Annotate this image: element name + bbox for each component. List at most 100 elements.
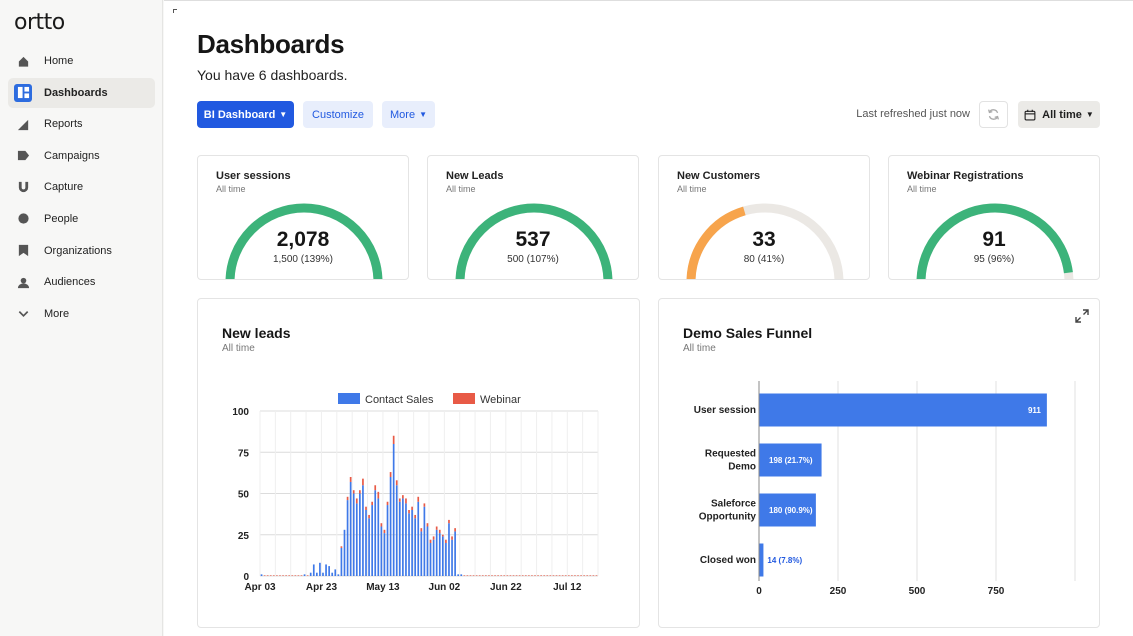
- more-button[interactable]: More ▼: [382, 101, 435, 128]
- funnel-category-label: Demo: [728, 462, 756, 473]
- sidebar-item-label: More: [44, 307, 70, 320]
- bar-webinar: [426, 523, 429, 527]
- bar-contact-sales: [417, 501, 420, 576]
- bar-contact-sales: [448, 523, 450, 576]
- kpi-value: 91: [982, 228, 1006, 251]
- bar-contact-sales: [457, 574, 460, 576]
- legend-swatch: [453, 393, 475, 404]
- kpi-target: 500 (107%): [507, 254, 559, 265]
- bar-empty: [279, 575, 281, 576]
- funnel-panel[interactable]: Demo Sales Funnel All time 0 250 500 750 911…: [658, 298, 1100, 628]
- bar-webinar: [429, 539, 432, 543]
- new-leads-chart: Contact Sales Webinar 0 25 50 75 100 Apr 03 Apr …: [232, 393, 599, 593]
- bar-empty: [577, 575, 579, 576]
- time-range-label: All time: [1042, 108, 1082, 121]
- kpi-card[interactable]: Webinar Registrations All time 91 95 (96%): [888, 155, 1100, 280]
- bar-webinar: [362, 478, 364, 486]
- bar-contact-sales: [377, 498, 380, 576]
- bar-contact-sales: [260, 574, 263, 576]
- kpi-card[interactable]: New Leads All time 537 500 (107%): [427, 155, 639, 280]
- bar-contact-sales: [383, 533, 386, 576]
- bar-empty: [512, 575, 515, 576]
- bar-empty: [272, 575, 275, 576]
- bar-contact-sales: [359, 493, 361, 576]
- bar-contact-sales: [362, 485, 364, 576]
- sidebar-item-label: Organizations: [44, 244, 112, 257]
- sidebar: ortto Home Dashboards Reports Campaigns Capt…: [0, 0, 163, 636]
- refresh-icon: [988, 109, 999, 120]
- kpi-card[interactable]: New Customers All time 33 80 (41%): [658, 155, 870, 280]
- gauge-track: [686, 203, 844, 279]
- bar-empty: [263, 575, 266, 576]
- bar-empty: [481, 575, 484, 576]
- sidebar-item-home[interactable]: Home: [8, 46, 155, 76]
- sidebar-item-capture[interactable]: Capture: [8, 172, 155, 202]
- customize-button[interactable]: Customize: [303, 101, 373, 128]
- sidebar-item-reports[interactable]: Reports: [8, 109, 155, 139]
- sidebar-item-dashboards[interactable]: Dashboards: [8, 77, 155, 108]
- more-label: More: [390, 108, 416, 121]
- bar-contact-sales: [325, 564, 327, 576]
- bar-contact-sales: [337, 574, 340, 576]
- x-tick-label: Apr 03: [244, 582, 276, 593]
- dashboard-select-button[interactable]: BI Dashboard ▼: [197, 101, 294, 128]
- bar-webinar: [383, 529, 386, 534]
- calendar-icon: [1024, 109, 1036, 120]
- bar-webinar: [359, 490, 361, 494]
- bar-empty: [518, 575, 521, 576]
- bar-empty: [306, 575, 309, 576]
- new-leads-period: All time: [222, 343, 255, 354]
- organizations-icon: [16, 244, 30, 258]
- new-leads-panel[interactable]: New leads All time Contact Sales Webinar 0…: [197, 298, 640, 628]
- bar-contact-sales: [380, 526, 383, 576]
- bar-contact-sales: [398, 501, 401, 576]
- sidebar-item-audiences[interactable]: Audiences: [8, 267, 155, 297]
- bar-webinar: [377, 491, 380, 499]
- sidebar-item-campaigns[interactable]: Campaigns: [8, 141, 155, 171]
- bar-webinar: [386, 501, 389, 506]
- bar-webinar: [398, 498, 401, 502]
- kpi-title: New Customers: [677, 170, 761, 182]
- funnel-bar: [759, 493, 816, 527]
- bar-contact-sales: [319, 562, 321, 576]
- dashboard-select-label: BI Dashboard: [203, 108, 276, 121]
- bar-webinar: [414, 514, 417, 519]
- bar-empty: [549, 575, 552, 576]
- gauge-track: [455, 203, 613, 279]
- bar-webinar: [374, 485, 377, 491]
- bar-webinar: [417, 496, 420, 502]
- sidebar-item-people[interactable]: People: [8, 204, 155, 234]
- bar-contact-sales: [340, 547, 343, 576]
- bar-contact-sales: [316, 572, 318, 576]
- sidebar-item-organizations[interactable]: Organizations: [8, 236, 155, 266]
- kpi-period: All time: [677, 184, 707, 194]
- expand-icon[interactable]: [1075, 309, 1089, 323]
- sidebar-item-label: Capture: [44, 181, 84, 194]
- bar-empty: [515, 575, 518, 576]
- bar-empty: [466, 575, 469, 576]
- refresh-button[interactable]: [979, 101, 1008, 128]
- bar-webinar: [454, 528, 456, 532]
- sidebar-item-more[interactable]: More: [8, 299, 155, 329]
- bar-empty: [561, 575, 564, 576]
- people-icon: [16, 212, 30, 226]
- bar-webinar: [395, 480, 398, 486]
- gauge-fill: [686, 206, 746, 279]
- bar-contact-sales: [429, 543, 432, 576]
- kpi-card[interactable]: User sessions All time 2,078 1,500 (139%): [197, 155, 409, 280]
- kpi-gauge: [686, 203, 844, 279]
- funnel-category-label: Saleforce: [711, 499, 756, 510]
- bar-empty: [285, 575, 287, 576]
- time-range-button[interactable]: All time ▼: [1018, 101, 1100, 128]
- kpi-title: New Leads: [446, 170, 504, 182]
- bar-empty: [558, 575, 561, 576]
- bar-empty: [586, 575, 589, 576]
- bar-empty: [503, 575, 506, 576]
- bar-contact-sales: [435, 529, 438, 576]
- bar-empty: [595, 575, 598, 576]
- ortto-logo[interactable]: ortto: [14, 10, 65, 35]
- sidebar-item-label: Reports: [44, 118, 83, 131]
- x-tick-label: May 13: [366, 582, 400, 593]
- bar-contact-sales: [426, 526, 429, 576]
- bar-empty: [300, 575, 303, 576]
